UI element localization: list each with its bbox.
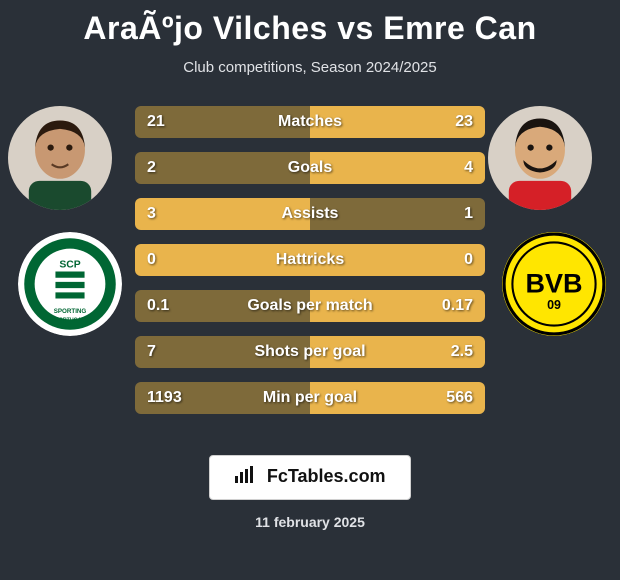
stat-label: Assists bbox=[282, 205, 339, 223]
stat-value-right: 2.5 bbox=[451, 343, 473, 361]
page-title: AraÃºjo Vilches vs Emre Can bbox=[0, 10, 620, 47]
stat-value-left: 21 bbox=[147, 113, 165, 131]
date-text: 11 february 2025 bbox=[0, 514, 620, 530]
stat-row: 7 Shots per goal 2.5 bbox=[135, 336, 485, 368]
header: AraÃºjo Vilches vs Emre Can Club competi… bbox=[0, 0, 620, 76]
stat-value-right: 1 bbox=[464, 205, 473, 223]
club-left-logo: SCP SPORTING PORTUGAL bbox=[18, 232, 122, 336]
stat-value-right: 23 bbox=[455, 113, 473, 131]
svg-text:PORTUGAL: PORTUGAL bbox=[55, 317, 85, 323]
player-left-face-icon bbox=[8, 106, 112, 210]
subtitle: Club competitions, Season 2024/2025 bbox=[0, 59, 620, 76]
stat-label: Goals per match bbox=[247, 297, 372, 315]
stat-row: 2 Goals 4 bbox=[135, 152, 485, 184]
sporting-logo-icon: SCP SPORTING PORTUGAL bbox=[18, 232, 122, 336]
svg-text:SCP: SCP bbox=[59, 259, 80, 270]
stat-value-right: 566 bbox=[446, 389, 473, 407]
stat-value-left: 7 bbox=[147, 343, 156, 361]
stat-row: 21 Matches 23 bbox=[135, 106, 485, 138]
footer: FcTables.com 11 february 2025 bbox=[0, 455, 620, 530]
brand-box: FcTables.com bbox=[209, 455, 410, 500]
stat-label: Hattricks bbox=[276, 251, 344, 269]
stat-bars: 21 Matches 23 2 Goals 4 3 Assists 1 0 Hattricks 0 0.… bbox=[135, 106, 485, 428]
stat-row: 0 Hattricks 0 bbox=[135, 244, 485, 276]
player-left-photo bbox=[8, 106, 112, 210]
stat-row: 0.1 Goals per match 0.17 bbox=[135, 290, 485, 322]
stat-value-left: 0.1 bbox=[147, 297, 169, 315]
stat-label: Shots per goal bbox=[254, 343, 365, 361]
club-right-logo: BVB 09 bbox=[502, 232, 606, 336]
stat-row: 3 Assists 1 bbox=[135, 198, 485, 230]
brand-chart-icon bbox=[234, 466, 256, 489]
stat-value-left: 3 bbox=[147, 205, 156, 223]
comparison-panel: SCP SPORTING PORTUGAL BVB 09 21Matches23… bbox=[0, 106, 620, 436]
stat-value-right: 0 bbox=[464, 251, 473, 269]
stat-label: Matches bbox=[278, 113, 342, 131]
stat-value-left: 1193 bbox=[147, 389, 182, 407]
player-right-photo bbox=[488, 106, 592, 210]
stat-row: 1193 Min per goal 566 bbox=[135, 382, 485, 414]
svg-text:BVB: BVB bbox=[525, 268, 582, 298]
svg-text:SPORTING: SPORTING bbox=[54, 308, 87, 315]
stat-value-left: 0 bbox=[147, 251, 156, 269]
stat-value-right: 0.17 bbox=[442, 297, 473, 315]
stat-label: Min per goal bbox=[263, 389, 357, 407]
player-right-face-icon bbox=[488, 106, 592, 210]
stat-label: Goals bbox=[288, 159, 332, 177]
stat-value-left: 2 bbox=[147, 159, 156, 177]
brand-text: FcTables.com bbox=[267, 466, 386, 486]
stat-value-right: 4 bbox=[464, 159, 473, 177]
svg-text:09: 09 bbox=[547, 298, 561, 312]
bvb-logo-icon: BVB 09 bbox=[502, 232, 606, 336]
